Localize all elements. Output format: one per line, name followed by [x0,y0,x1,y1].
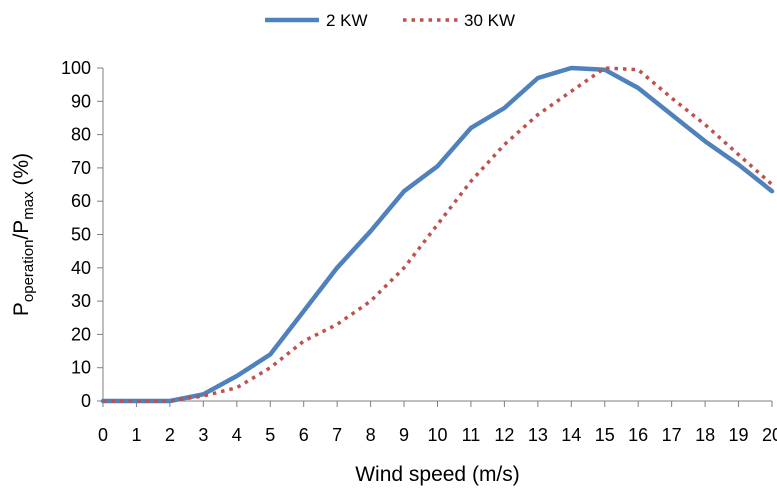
x-tick-label: 17 [662,425,682,445]
x-tick-label: 2 [165,425,175,445]
x-tick-label: 0 [98,425,108,445]
y-tick-label: 70 [71,158,91,178]
x-tick-label: 10 [427,425,447,445]
y-axis-title-group: Poperation/Pmax (%) [10,153,37,316]
x-tick-label: 4 [232,425,242,445]
y-tick-label: 90 [71,91,91,111]
x-tick-label: 7 [332,425,342,445]
series-line-2 [103,66,774,403]
y-tick-label: 80 [71,125,91,145]
x-tick-label: 20 [762,425,777,445]
x-tick-label: 16 [628,425,648,445]
series-layer [100,65,775,404]
legend-label-1: 2 KW [326,11,368,30]
legend-label-2: 30 KW [464,11,515,30]
x-axis-title: Wind speed (m/s) [355,463,520,486]
y-tick-label: 40 [71,258,91,278]
y-tick-label: 10 [71,358,91,378]
x-tick-label: 14 [561,425,581,445]
y-tick-label: 60 [71,191,91,211]
x-tick-label: 5 [265,425,275,445]
y-axis-title-part: (%) [10,153,33,192]
y-axis-title: Poperation/Pmax (%) [10,153,37,316]
y-axis-title-subscript: operation [20,240,37,303]
x-tick-label: 9 [399,425,409,445]
x-tick-label: 1 [131,425,141,445]
y-tick-label: 20 [71,324,91,344]
y-axis-title-part: P [10,302,33,316]
y-axis-title-subscript: max [20,191,37,220]
x-tick-label: 19 [729,425,749,445]
x-tick-label: 6 [299,425,309,445]
axes [97,67,773,407]
x-tick-label: 12 [494,425,514,445]
x-tick-label: 15 [595,425,615,445]
series-line-1 [100,65,775,404]
x-tick-label: 11 [462,425,481,445]
x-tick-label: 3 [198,425,208,445]
y-tick-label: 0 [81,391,91,411]
y-tick-label: 100 [61,58,91,78]
y-tick-label: 30 [71,291,91,311]
x-tick-label: 18 [695,425,715,445]
x-tick-label: 13 [528,425,548,445]
x-tick-label: 8 [366,425,376,445]
y-axis-title-part: /P [10,220,33,240]
y-tick-label: 50 [71,225,91,245]
legend: 2 KW 30 KW [265,11,515,30]
